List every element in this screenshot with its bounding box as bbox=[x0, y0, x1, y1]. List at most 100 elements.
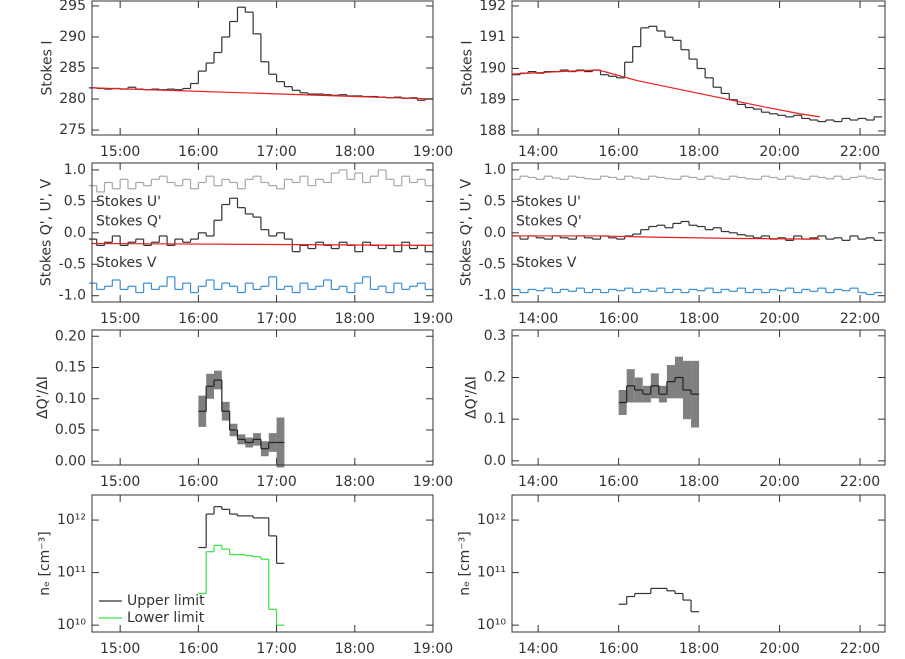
x-tick-label: 20:00 bbox=[759, 311, 799, 327]
series-label: Stokes Q' bbox=[96, 213, 162, 229]
legend-label: Lower limit bbox=[127, 610, 205, 626]
x-tick-label: 16:00 bbox=[178, 474, 218, 490]
y-tick-label: -0.5 bbox=[479, 256, 506, 272]
x-tick-label: 22:00 bbox=[840, 474, 880, 490]
plot-frame bbox=[91, 329, 434, 466]
y-tick-label: 0.0 bbox=[484, 225, 506, 241]
x-tick-label: 20:00 bbox=[759, 474, 799, 490]
series-label: Stokes Q' bbox=[516, 213, 582, 229]
x-tick-label: 15:00 bbox=[100, 641, 140, 657]
y-tick-label: 0.2 bbox=[484, 370, 506, 386]
y-axis-label: ΔQ'/ΔI bbox=[464, 376, 480, 419]
y-tick-label: 10¹¹ bbox=[57, 565, 86, 581]
plot-frame bbox=[91, 494, 434, 633]
plot-frame bbox=[511, 329, 886, 466]
fit-line bbox=[511, 69, 820, 118]
y-tick-label: 290 bbox=[59, 29, 86, 45]
x-tick-label: 17:00 bbox=[256, 144, 296, 160]
y-tick-label: 0.0 bbox=[64, 225, 86, 241]
x-tick-label: 19:00 bbox=[413, 311, 453, 327]
y-tick-label: 285 bbox=[59, 60, 86, 76]
plot-frame bbox=[91, 0, 434, 136]
y-axis-label: Stokes I bbox=[39, 40, 55, 95]
x-tick-label: 17:00 bbox=[256, 641, 296, 657]
y-tick-label: 10¹¹ bbox=[477, 565, 506, 581]
x-tick-label: 18:00 bbox=[335, 311, 375, 327]
y-tick-label: 189 bbox=[479, 92, 506, 108]
y-axis-label: nₑ [cm⁻³] bbox=[457, 531, 473, 595]
plot-frame bbox=[511, 162, 886, 303]
y-tick-label: 280 bbox=[59, 91, 86, 107]
x-tick-label: 22:00 bbox=[840, 641, 880, 657]
y-tick-label: 0.15 bbox=[55, 360, 86, 376]
y-tick-label: 192 bbox=[479, 0, 506, 14]
series-label: Stokes V bbox=[96, 255, 157, 271]
y-axis-label: nₑ [cm⁻³] bbox=[37, 531, 53, 595]
fit-line bbox=[91, 242, 434, 246]
x-tick-label: 16:00 bbox=[598, 474, 638, 490]
y-tick-label: -0.5 bbox=[59, 256, 86, 272]
y-tick-label: 188 bbox=[479, 123, 506, 139]
x-tick-label: 14:00 bbox=[518, 474, 558, 490]
y-tick-label: 275 bbox=[59, 122, 86, 138]
x-tick-label: 19:00 bbox=[413, 144, 453, 160]
series-label: Stokes V bbox=[516, 255, 577, 271]
x-tick-label: 17:00 bbox=[256, 474, 296, 490]
y-axis-label: Stokes I bbox=[459, 40, 475, 95]
y-tick-label: 0.00 bbox=[55, 453, 86, 469]
x-tick-label: 20:00 bbox=[759, 641, 799, 657]
y-tick-label: 0.5 bbox=[484, 193, 506, 209]
y-tick-label: 0.3 bbox=[484, 328, 506, 344]
y-axis-label: Stokes Q', U', V bbox=[39, 178, 55, 286]
x-tick-label: 15:00 bbox=[100, 474, 140, 490]
x-tick-label: 19:00 bbox=[413, 474, 453, 490]
x-tick-label: 16:00 bbox=[598, 144, 638, 160]
y-tick-label: 1.0 bbox=[64, 162, 86, 178]
y-tick-label: 10¹⁰ bbox=[477, 617, 506, 633]
x-tick-label: 22:00 bbox=[840, 144, 880, 160]
y-tick-label: 0.20 bbox=[55, 328, 86, 344]
y-axis-label: ΔQ'/ΔI bbox=[35, 376, 51, 419]
x-tick-label: 16:00 bbox=[178, 144, 218, 160]
y-tick-label: 0.05 bbox=[55, 422, 86, 438]
x-tick-label: 18:00 bbox=[335, 641, 375, 657]
x-tick-label: 20:00 bbox=[759, 144, 799, 160]
y-tick-label: 295 bbox=[59, 0, 86, 14]
x-tick-label: 15:00 bbox=[100, 311, 140, 327]
x-tick-label: 18:00 bbox=[335, 474, 375, 490]
x-tick-label: 17:00 bbox=[256, 311, 296, 327]
x-tick-label: 14:00 bbox=[518, 144, 558, 160]
y-tick-label: 1.0 bbox=[484, 162, 506, 178]
y-tick-label: 190 bbox=[479, 60, 506, 76]
legend-label: Upper limit bbox=[127, 593, 205, 609]
y-tick-label: 0.10 bbox=[55, 391, 86, 407]
plot-frame bbox=[511, 494, 886, 633]
x-tick-label: 14:00 bbox=[518, 311, 558, 327]
x-tick-label: 16:00 bbox=[598, 641, 638, 657]
x-tick-label: 16:00 bbox=[178, 311, 218, 327]
fit-line bbox=[91, 87, 434, 100]
x-tick-label: 15:00 bbox=[100, 144, 140, 160]
y-tick-label: 0.0 bbox=[484, 453, 506, 469]
x-tick-label: 18:00 bbox=[679, 311, 719, 327]
series-label: Stokes U' bbox=[96, 194, 161, 210]
y-axis-label: Stokes Q', U', V bbox=[459, 178, 475, 286]
y-tick-label: 10¹⁰ bbox=[57, 617, 86, 633]
y-tick-label: 191 bbox=[479, 29, 506, 45]
series-label: Stokes U' bbox=[516, 194, 581, 210]
x-tick-label: 14:00 bbox=[518, 641, 558, 657]
y-tick-label: -1.0 bbox=[59, 288, 86, 304]
y-tick-label: 0.5 bbox=[64, 193, 86, 209]
x-tick-label: 19:00 bbox=[413, 641, 453, 657]
fit-line bbox=[512, 235, 820, 240]
x-tick-label: 22:00 bbox=[840, 311, 880, 327]
x-tick-label: 16:00 bbox=[598, 311, 638, 327]
x-tick-label: 18:00 bbox=[679, 474, 719, 490]
x-tick-label: 18:00 bbox=[679, 144, 719, 160]
y-tick-label: 10¹² bbox=[477, 512, 506, 528]
x-tick-label: 16:00 bbox=[178, 641, 218, 657]
x-tick-label: 18:00 bbox=[335, 144, 375, 160]
y-tick-label: 10¹² bbox=[57, 512, 86, 528]
